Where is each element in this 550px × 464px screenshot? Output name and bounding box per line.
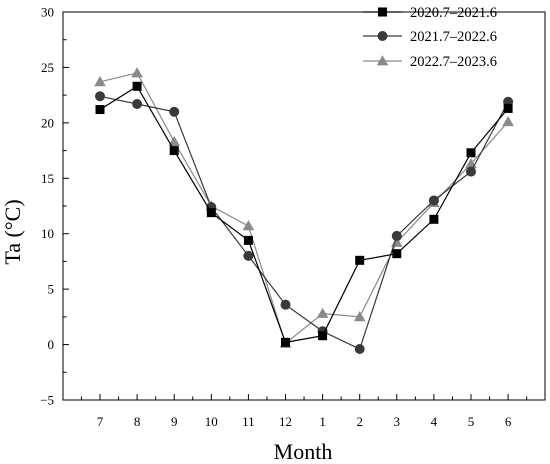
y-tick-label: 20 xyxy=(41,115,54,130)
data-point xyxy=(466,166,476,177)
data-point xyxy=(355,255,365,265)
x-tick-label: 1 xyxy=(319,414,326,429)
x-tick-label: 12 xyxy=(279,414,292,429)
data-point xyxy=(316,307,329,318)
data-point xyxy=(354,344,365,355)
data-point xyxy=(318,331,328,341)
series-1 xyxy=(95,81,513,347)
data-point xyxy=(281,337,290,347)
x-axis-label: Month xyxy=(274,439,333,464)
data-point xyxy=(280,299,291,310)
x-tick-label: 4 xyxy=(431,414,438,429)
data-point xyxy=(503,103,513,113)
data-point xyxy=(243,250,254,261)
x-tick-label: 2 xyxy=(356,414,363,429)
y-tick-label: 0 xyxy=(48,337,55,352)
data-point xyxy=(169,146,179,156)
x-tick-label: 9 xyxy=(171,414,178,429)
data-point xyxy=(169,106,180,117)
data-point xyxy=(95,91,105,102)
legend-marker xyxy=(376,55,389,66)
series-layer xyxy=(94,67,514,355)
legend-label: 2022.7–2023.6 xyxy=(410,54,497,70)
axes xyxy=(62,11,546,401)
data-point xyxy=(466,148,476,158)
legend-marker xyxy=(378,7,387,17)
data-point xyxy=(131,67,143,78)
data-point xyxy=(392,249,402,259)
y-tick-label: −5 xyxy=(40,393,54,408)
data-point xyxy=(353,311,366,322)
x-tick-label: 8 xyxy=(134,414,141,429)
series-2 xyxy=(95,91,514,355)
series-line xyxy=(99,72,509,345)
legend-label: 2021.7–2022.6 xyxy=(410,29,497,45)
data-point xyxy=(243,235,253,245)
x-tick-label: 11 xyxy=(242,414,255,429)
y-axis-label: Ta (°C) xyxy=(0,199,25,264)
data-point xyxy=(94,76,106,87)
data-point xyxy=(391,230,402,241)
data-point xyxy=(242,220,255,231)
y-tick-label: 25 xyxy=(41,60,54,75)
x-tick-label: 5 xyxy=(468,414,475,429)
x-tick-label: 7 xyxy=(97,414,104,429)
data-point xyxy=(502,115,514,127)
series-3 xyxy=(94,67,514,348)
plot-frame xyxy=(62,11,546,401)
y-tick-label: 10 xyxy=(41,226,54,241)
x-tick-label: 10 xyxy=(205,414,218,429)
data-point xyxy=(132,81,142,91)
x-tick-label: 6 xyxy=(505,414,512,429)
legend-item-2: 2021.7–2022.6 xyxy=(363,29,497,45)
data-point xyxy=(429,214,439,224)
y-tick-label: 5 xyxy=(48,282,55,297)
data-point xyxy=(95,105,105,115)
legend-label: 2020.7–2021.6 xyxy=(410,5,497,21)
legend-item-1: 2020.7–2021.6 xyxy=(363,5,497,21)
legend-marker xyxy=(377,31,388,41)
data-point xyxy=(168,135,180,147)
x-tick-label: 3 xyxy=(394,414,401,429)
y-tick-label: 30 xyxy=(41,5,54,20)
data-point xyxy=(132,99,143,110)
y-tick-label: 15 xyxy=(41,171,54,186)
legend: 2020.7–2021.6 2021.7–2022.6 2022.7–2023.6 xyxy=(363,5,497,70)
series-line xyxy=(99,85,509,344)
data-point xyxy=(428,195,439,206)
series-line xyxy=(99,95,509,350)
data-point xyxy=(206,208,216,218)
legend-item-3: 2022.7–2023.6 xyxy=(363,54,497,70)
